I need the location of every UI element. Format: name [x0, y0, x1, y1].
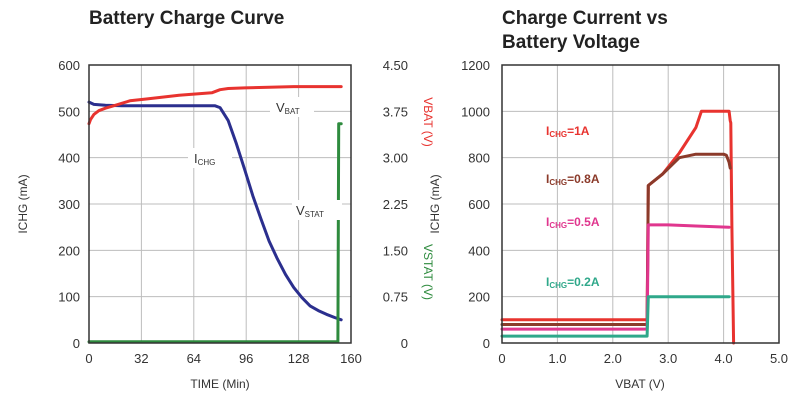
right-y-tick-label: 600: [468, 197, 490, 212]
right-x-ticks: 0 1.0 2.0 3.0 4.0 5.0: [498, 351, 788, 366]
vbat-annotation-main: V: [276, 100, 285, 115]
left-y-tick-label: 200: [58, 243, 80, 258]
left-x-tick-label: 0: [85, 351, 92, 366]
left-y-tick-label: 500: [58, 104, 80, 119]
left-x-tick-label: 160: [340, 351, 362, 366]
left-x-tick-label: 32: [134, 351, 148, 366]
left-y-right-tick-label: 3.00: [383, 151, 408, 166]
battery-charge-chart: Battery Charge Curve 0 32 64 96 128 160 0 100 2…: [16, 8, 435, 391]
right-x-tick-label: 2.0: [604, 351, 622, 366]
right-series-label: ICHG=0.8A: [546, 172, 600, 187]
right-plot-frame: [501, 64, 780, 344]
left-y-right-tick-label: 3.75: [383, 104, 408, 119]
ichg-annotation-bg: [188, 148, 232, 168]
vstat-annotation-main: V: [296, 203, 305, 218]
right-chart-title-line1: Charge Current vs: [502, 8, 668, 29]
right-series-ichg-0-8a: [500, 152, 732, 326]
vbat-annotation-sub: BAT: [285, 107, 300, 116]
right-y-ticks: 0 200 400 600 800 1000 1200: [461, 58, 490, 351]
right-grid: [502, 65, 779, 343]
left-series-vbat: [87, 85, 343, 126]
ichg-annotation-main: I: [194, 151, 198, 166]
right-chart-title-line2: Battery Voltage: [502, 32, 640, 53]
left-x-tick-label: 64: [187, 351, 201, 366]
right-y-axis-label: ICHG (mA): [428, 174, 442, 233]
left-y-right-tick-label: 0.75: [383, 290, 408, 305]
right-series-ichg-0-2a: [500, 295, 731, 338]
left-y-tick-label: 100: [58, 290, 80, 305]
left-series-vstat: [87, 122, 343, 344]
left-x-tick-label: 96: [239, 351, 253, 366]
right-y-tick-label: 800: [468, 151, 490, 166]
left-y-axis-label: ICHG (mA): [16, 174, 30, 233]
right-y-tick-label: 1000: [461, 104, 490, 119]
left-y-right-tick-label: 4.50: [383, 58, 408, 73]
right-x-tick-label: 1.0: [548, 351, 566, 366]
left-plot-frame: [88, 64, 352, 344]
left-y-tick-label: 0: [73, 336, 80, 351]
left-y-right-axis-label-vstat: VSTAT (V): [421, 244, 435, 300]
charge-current-chart: Charge Current vs Battery Voltage 0 1.0 2.…: [428, 8, 788, 391]
vstat-annotation-sub: STAT: [305, 210, 324, 219]
left-y-right-tick-label: 1.50: [383, 243, 408, 258]
right-series-labels: ICHG=1A ICHG=0.8A ICHG=0.5A ICHG=0.2A: [546, 124, 600, 290]
right-x-tick-label: 4.0: [715, 351, 733, 366]
right-series-label: ICHG=1A: [546, 124, 590, 139]
left-y-right-tick-label: 2.25: [383, 197, 408, 212]
right-x-axis-label: VBAT (V): [615, 377, 665, 391]
left-y-right-ticks: 0 0.75 1.50 2.25 3.00 3.75 4.50: [383, 58, 408, 351]
left-x-tick-label: 128: [288, 351, 310, 366]
vbat-annotation: VBAT: [276, 100, 300, 116]
right-x-tick-label: 3.0: [659, 351, 677, 366]
right-y-tick-label: 1200: [461, 58, 490, 73]
ichg-annotation: ICHG: [194, 151, 215, 167]
left-x-axis-label: TIME (Min): [190, 377, 249, 391]
left-x-ticks: 0 32 64 96 128 160: [85, 351, 361, 366]
right-y-tick-label: 400: [468, 243, 490, 258]
left-chart-title: Battery Charge Curve: [89, 8, 284, 29]
left-y-right-tick-label: 0: [401, 336, 408, 351]
left-y-right-axis-label-vbat: VBAT (V): [421, 97, 435, 147]
vstat-annotation-bg: [292, 200, 342, 220]
right-x-tick-label: 0: [498, 351, 505, 366]
left-y-tick-label: 600: [58, 58, 80, 73]
vbat-annotation-bg: [270, 97, 314, 117]
right-series-group: [500, 109, 736, 345]
left-y-ticks: 0 100 200 300 400 500 600: [58, 58, 80, 351]
right-y-tick-label: 200: [468, 290, 490, 305]
ichg-annotation-sub: CHG: [198, 158, 216, 167]
right-series-label: ICHG=0.5A: [546, 215, 600, 230]
left-series-ichg: [87, 100, 343, 322]
right-y-tick-label: 0: [483, 336, 490, 351]
right-x-tick-label: 5.0: [770, 351, 788, 366]
left-y-tick-label: 300: [58, 197, 80, 212]
right-series-label: ICHG=0.2A: [546, 275, 600, 290]
left-series-group: [87, 85, 343, 344]
right-series-ichg-0-5a: [500, 223, 731, 331]
vstat-annotation: VSTAT: [296, 203, 324, 219]
left-y-tick-label: 400: [58, 151, 80, 166]
